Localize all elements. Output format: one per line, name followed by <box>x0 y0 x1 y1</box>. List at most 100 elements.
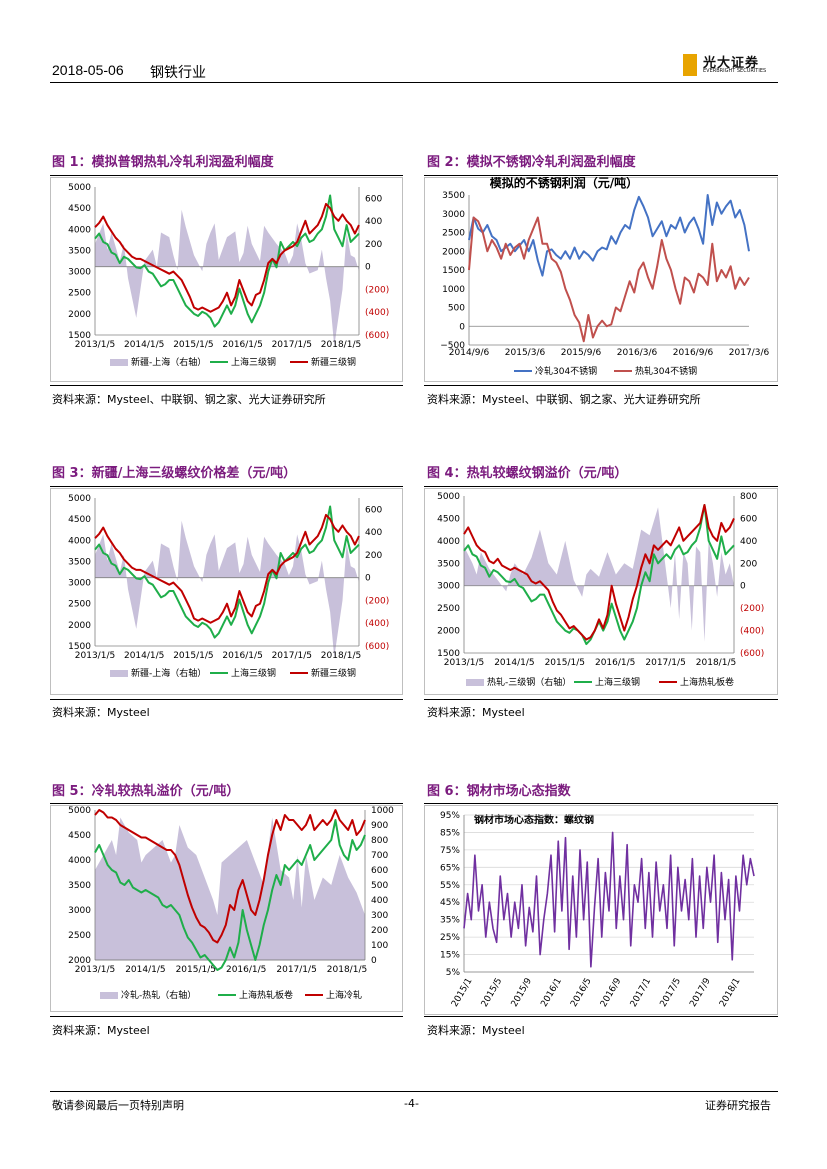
figure-6-title: 图 6：钢材市场心态指数 <box>427 784 571 799</box>
y-tick-label: 15% <box>440 951 460 961</box>
figure-4-top-rule <box>424 486 778 487</box>
y-tick-label: 35% <box>440 916 460 926</box>
y-tick-label: 45% <box>440 898 460 908</box>
y-tick-label: 2500 <box>68 289 91 299</box>
x-tick-label: 2016/9 <box>599 976 624 1009</box>
y2-tick-label: 100 <box>371 941 388 951</box>
figure-6-top-rule <box>424 803 778 804</box>
y-tick-label: 4000 <box>68 536 91 546</box>
legend-label: 冷轧-热轧（右轴） <box>121 989 196 1001</box>
y2-tick-label: (200) <box>365 285 389 295</box>
y-tick-label: 4500 <box>68 204 91 214</box>
y-tick-label: 4000 <box>68 856 91 866</box>
y2-tick-label: 200 <box>365 240 382 250</box>
y2-tick-label: (400) <box>365 308 389 318</box>
legend-swatch <box>100 992 118 999</box>
y-tick-label: 2000 <box>437 627 460 637</box>
figure-5-title: 图 5：冷轧较热轧溢价（元/吨） <box>52 784 240 799</box>
legend-label: 新疆-上海（右轴） <box>131 667 206 679</box>
y-tick-label: 500 <box>448 304 465 314</box>
x-tick-label: 2017/1/5 <box>272 651 312 661</box>
x-tick-label: 2018/1/5 <box>696 658 736 668</box>
series-line-0 <box>463 503 735 646</box>
y-tick-label: 1000 <box>442 285 465 295</box>
x-tick-label: 2016/1/5 <box>222 340 262 350</box>
legend-label: 上海热轧板卷 <box>239 989 293 1001</box>
y-tick-label: 5000 <box>68 806 91 816</box>
header-divider <box>50 82 778 83</box>
legend-label: 上海热轧板卷 <box>680 676 734 688</box>
chart-frame <box>50 488 403 695</box>
figure-1-chart: 15002000250030003500400045005000(600)(40… <box>50 177 403 382</box>
y-tick-label: 0 <box>459 322 465 332</box>
series-line-0 <box>463 831 755 968</box>
report-date: 2018-05-06 <box>52 62 124 78</box>
chart-frame <box>424 177 778 382</box>
y2-tick-label: 900 <box>371 821 388 831</box>
y-tick-label: 4000 <box>437 537 460 547</box>
series-line-0 <box>94 505 360 639</box>
x-tick-label: 2013/1/5 <box>75 340 115 350</box>
figure-1-top-rule <box>50 175 403 176</box>
legend-label: 上海冷轧 <box>326 989 362 1001</box>
x-tick-label: 2015/1/5 <box>173 651 213 661</box>
y-tick-label: 3500 <box>442 191 465 201</box>
y2-tick-label: 600 <box>740 514 757 524</box>
y2-tick-label: 300 <box>371 911 388 921</box>
y2-tick-label: 400 <box>740 537 757 547</box>
figure-3-title: 图 3：新疆/上海三级螺纹价格差（元/吨） <box>52 466 297 481</box>
figure-3-top-rule <box>50 486 403 487</box>
series-area-0 <box>464 507 734 642</box>
x-tick-label: 2016/9/6 <box>673 348 714 358</box>
series-area-0 <box>95 209 359 347</box>
y-tick-label: 4500 <box>68 831 91 841</box>
y-tick-label: 3500 <box>437 559 460 569</box>
y2-tick-label: (600) <box>740 649 764 659</box>
figure-2-title: 图 2：模拟不锈钢冷轧利润盈利幅度 <box>427 155 636 170</box>
y2-tick-label: 0 <box>365 574 371 584</box>
y-tick-label: 1500 <box>437 649 460 659</box>
x-tick-label: 2014/1/5 <box>124 340 164 350</box>
y-tick-label: 2500 <box>442 229 465 239</box>
company-logo: 光大证券 EVERBRIGHT SECURITIES <box>683 54 783 78</box>
x-tick-label: 2013/1/5 <box>75 651 115 661</box>
y2-tick-label: 800 <box>371 836 388 846</box>
legend-swatch <box>110 359 128 366</box>
x-tick-label: 2017/1/5 <box>276 965 316 975</box>
y2-tick-label: (400) <box>740 627 764 637</box>
series-line-1 <box>94 809 366 944</box>
y-tick-label: 3000 <box>68 579 91 589</box>
logo-subtext: EVERBRIGHT SECURITIES <box>703 68 767 74</box>
x-tick-label: 2015/9/6 <box>561 348 602 358</box>
y-tick-label: 3000 <box>68 906 91 916</box>
y-tick-label: 5% <box>446 968 461 978</box>
page-number: -4- <box>404 1097 419 1110</box>
figure-4-source: 资料来源：Mysteel <box>427 706 525 719</box>
chart-title: 模拟的不锈钢利润（元/吨） <box>490 177 638 190</box>
y-tick-label: 3500 <box>68 881 91 891</box>
x-tick-label: 2014/1/5 <box>494 658 534 668</box>
legend-label: 冷轧304不锈钢 <box>535 365 597 377</box>
footer-disclaimer: 敬请参阅最后一页特别声明 <box>52 1099 184 1112</box>
y-tick-label: 5000 <box>437 492 460 502</box>
legend-swatch <box>466 679 484 686</box>
y-tick-label: 3500 <box>68 246 91 256</box>
figure-1-bottom-rule <box>50 385 403 386</box>
figure-2-top-rule <box>424 175 778 176</box>
legend-label: 上海三级钢 <box>595 676 640 688</box>
chart-frame <box>50 805 403 1012</box>
logo-mark-icon <box>683 54 697 76</box>
figure-6-bottom-rule <box>424 1016 778 1017</box>
y-tick-label: 65% <box>440 863 460 873</box>
x-tick-label: 2016/1/5 <box>222 651 262 661</box>
figure-4-bottom-rule <box>424 699 778 700</box>
figure-5-bottom-rule <box>50 1016 403 1017</box>
y2-tick-label: 600 <box>371 866 388 876</box>
y-tick-label: 4000 <box>68 225 91 235</box>
y-tick-label: 2000 <box>68 956 91 966</box>
figure-4-chart: 15002000250030003500400045005000(600)(40… <box>424 488 778 695</box>
y-tick-label: 5000 <box>68 183 91 193</box>
x-tick-label: 2018/1/5 <box>321 651 361 661</box>
series-area-0 <box>95 520 359 658</box>
legend-label: 新疆-上海（右轴） <box>131 356 206 368</box>
